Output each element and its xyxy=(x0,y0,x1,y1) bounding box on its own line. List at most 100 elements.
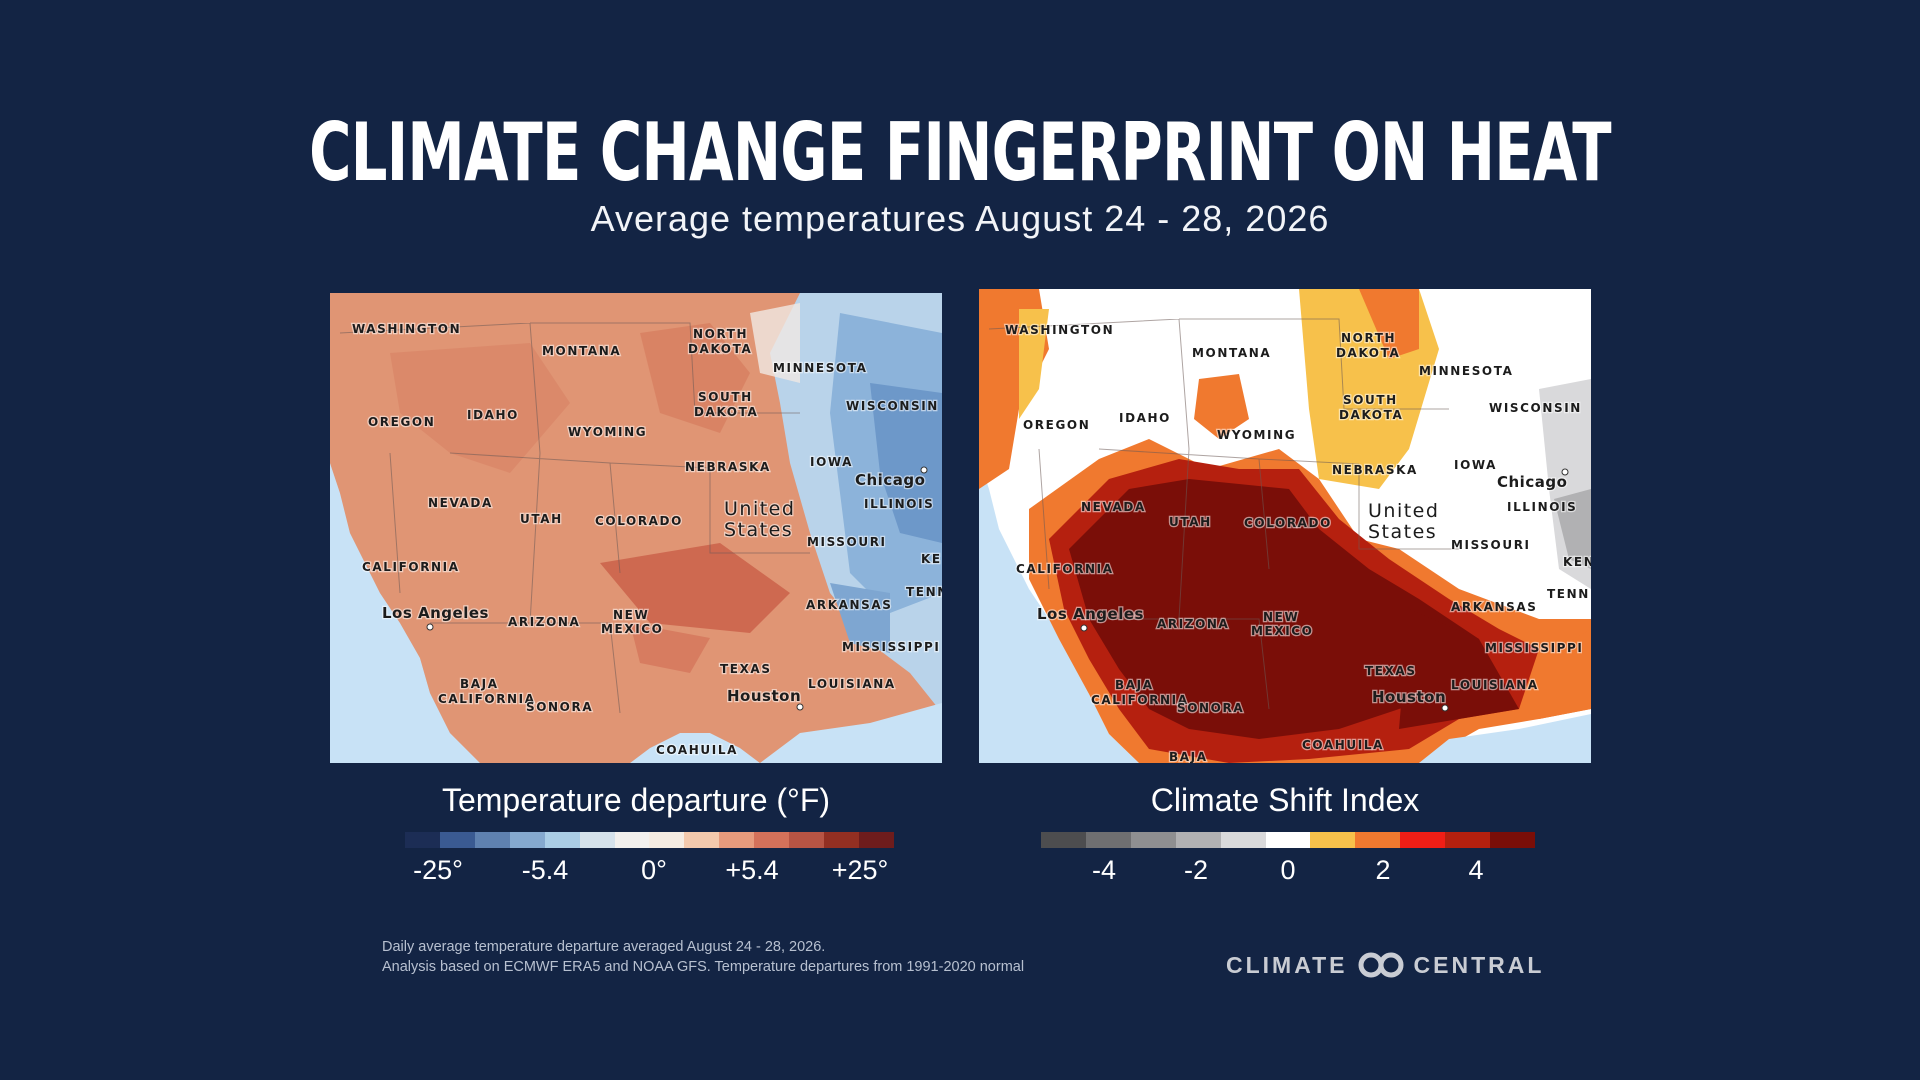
label-minnesota: MINNESOTA xyxy=(773,361,867,375)
label-ken: KEN xyxy=(1563,555,1591,569)
temperature-tick: -5.4 xyxy=(521,855,569,885)
label-arizona: ARIZONA xyxy=(1157,617,1229,631)
temperature-color-swatch xyxy=(614,832,650,848)
temperature-tick: +5.4 xyxy=(725,855,779,885)
label-mississippi: MISSISSIPPI xyxy=(842,640,940,654)
temperature-legend-title: Temperature departure (°F) xyxy=(441,782,831,818)
temperature-color-swatch xyxy=(439,832,475,848)
label-baja-california: CALIFORNIA xyxy=(438,692,536,706)
label-idaho: IDAHO xyxy=(467,408,519,422)
label-colorado: COLORADO xyxy=(1244,516,1332,530)
csi-color-swatch xyxy=(1085,832,1131,848)
label-arizona: ARIZONA xyxy=(508,615,580,629)
label-missouri: MISSOURI xyxy=(1451,538,1531,552)
logo-text-left: CLIMATE xyxy=(1226,951,1348,978)
temperature-color-swatch xyxy=(509,832,545,848)
label-sonora: SONORA xyxy=(1177,701,1244,715)
label-washington: WASHINGTON xyxy=(352,322,461,336)
label-wisconsin: WISCONSIN xyxy=(1489,401,1582,415)
label-iowa: IOWA xyxy=(1454,458,1497,472)
label-united: United xyxy=(1368,500,1439,522)
label-north-dakota-1: NORTH xyxy=(1341,331,1396,345)
csi-legend-title: Climate Shift Index xyxy=(1150,782,1420,818)
label-minnesota: MINNESOTA xyxy=(1419,364,1513,378)
chicago-dot xyxy=(1561,468,1569,476)
csi-colorbar xyxy=(1041,832,1535,848)
csi-color-swatch xyxy=(1490,832,1535,848)
label-states: States xyxy=(1368,521,1437,543)
temperature-color-swatch xyxy=(544,832,580,848)
label-baja: BAJA xyxy=(1115,678,1154,692)
label-tenn: TENN xyxy=(1547,587,1590,601)
temperature-color-swatch xyxy=(474,832,510,848)
label-nebraska: NEBRASKA xyxy=(1332,463,1418,477)
page-title: CLIMATE CHANGE FINGERPRINT ON HEAT xyxy=(309,106,1611,199)
label-baja-bottom: BAJA xyxy=(1169,750,1208,763)
csi-tick: 2 xyxy=(1375,855,1391,885)
csi-color-swatch xyxy=(1041,832,1086,848)
label-mexico: MEXICO xyxy=(601,622,663,636)
label-north-dakota-1: NORTH xyxy=(693,327,748,341)
temperature-color-swatch xyxy=(649,832,685,848)
label-united: United xyxy=(724,498,795,520)
label-idaho: IDAHO xyxy=(1119,411,1171,425)
temperature-color-swatch xyxy=(719,832,755,848)
label-baja: BAJA xyxy=(460,677,499,691)
temperature-color-swatch xyxy=(684,832,720,848)
label-wyoming: WYOMING xyxy=(568,425,647,439)
label-wisconsin: WISCONSIN xyxy=(846,399,939,413)
label-oregon: OREGON xyxy=(1023,418,1090,432)
label-washington: WASHINGTON xyxy=(1005,323,1114,337)
label-utah: UTAH xyxy=(520,512,563,526)
houston-dot xyxy=(796,703,804,711)
temperature-color-swatch xyxy=(579,832,615,848)
los-angeles-dot xyxy=(1080,624,1088,632)
label-texas: TEXAS xyxy=(1365,664,1417,678)
label-mexico: MEXICO xyxy=(1251,624,1313,638)
label-south-dakota-2: DAKOTA xyxy=(1339,408,1403,422)
label-baja-california: CALIFORNIA xyxy=(1091,693,1189,707)
label-south-dakota-1: SOUTH xyxy=(1343,393,1398,407)
label-mississippi: MISSISSIPPI xyxy=(1485,641,1583,655)
csi-tick: 4 xyxy=(1468,855,1484,885)
label-ke: KE xyxy=(921,552,942,566)
label-states: States xyxy=(724,519,793,541)
csi-color-swatch xyxy=(1310,832,1356,848)
climate-central-logo: CLIMATE CENTRAL xyxy=(1226,950,1544,980)
label-montana: MONTANA xyxy=(1192,346,1271,360)
label-houston: Houston xyxy=(1372,688,1446,706)
label-louisiana: LOUISIANA xyxy=(808,677,896,691)
label-new: NEW xyxy=(613,608,649,622)
temperature-color-swatch xyxy=(754,832,790,848)
csi-color-swatch xyxy=(1400,832,1446,848)
los-angeles-dot xyxy=(426,623,434,631)
footnote-line-1: Daily average temperature departure aver… xyxy=(382,939,826,955)
csi-color-swatch xyxy=(1265,832,1311,848)
temperature-color-swatch xyxy=(824,832,859,848)
label-wyoming: WYOMING xyxy=(1217,428,1296,442)
label-oregon: OREGON xyxy=(368,415,435,429)
label-chicago: Chicago xyxy=(855,471,925,489)
temperature-tick: 0° xyxy=(641,855,667,885)
label-houston: Houston xyxy=(727,687,801,705)
temperature-tick: +25° xyxy=(831,855,889,885)
temperature-color-swatch xyxy=(858,832,894,848)
temperature-color-swatch xyxy=(405,832,440,848)
label-arkansas: ARKANSAS xyxy=(806,598,893,612)
label-coahuila: COAHUILA xyxy=(1302,738,1384,752)
houston-dot xyxy=(1441,704,1449,712)
label-chicago: Chicago xyxy=(1497,473,1567,491)
label-utah: UTAH xyxy=(1169,515,1212,529)
footnote-line-2: Analysis based on ECMWF ERA5 and NOAA GF… xyxy=(382,959,1025,975)
label-south-dakota-1: SOUTH xyxy=(698,390,753,404)
label-arkansas: ARKANSAS xyxy=(1451,600,1538,614)
label-nevada: NEVADA xyxy=(1081,500,1146,514)
label-iowa: IOWA xyxy=(810,455,853,469)
logo-text-right: CENTRAL xyxy=(1413,951,1545,978)
page-subtitle: Average temperatures August 24 - 28, 202… xyxy=(590,198,1330,239)
label-sonora: SONORA xyxy=(526,700,593,714)
temperature-departure-map: WASHINGTON MONTANA NORTH DAKOTA MINNESOT… xyxy=(330,293,942,763)
climate-shift-index-map: WASHINGTON MONTANA NORTH DAKOTA MINNESOT… xyxy=(979,289,1591,763)
csi-tick: 0 xyxy=(1280,855,1296,885)
label-los-angeles: Los Angeles xyxy=(382,604,489,622)
